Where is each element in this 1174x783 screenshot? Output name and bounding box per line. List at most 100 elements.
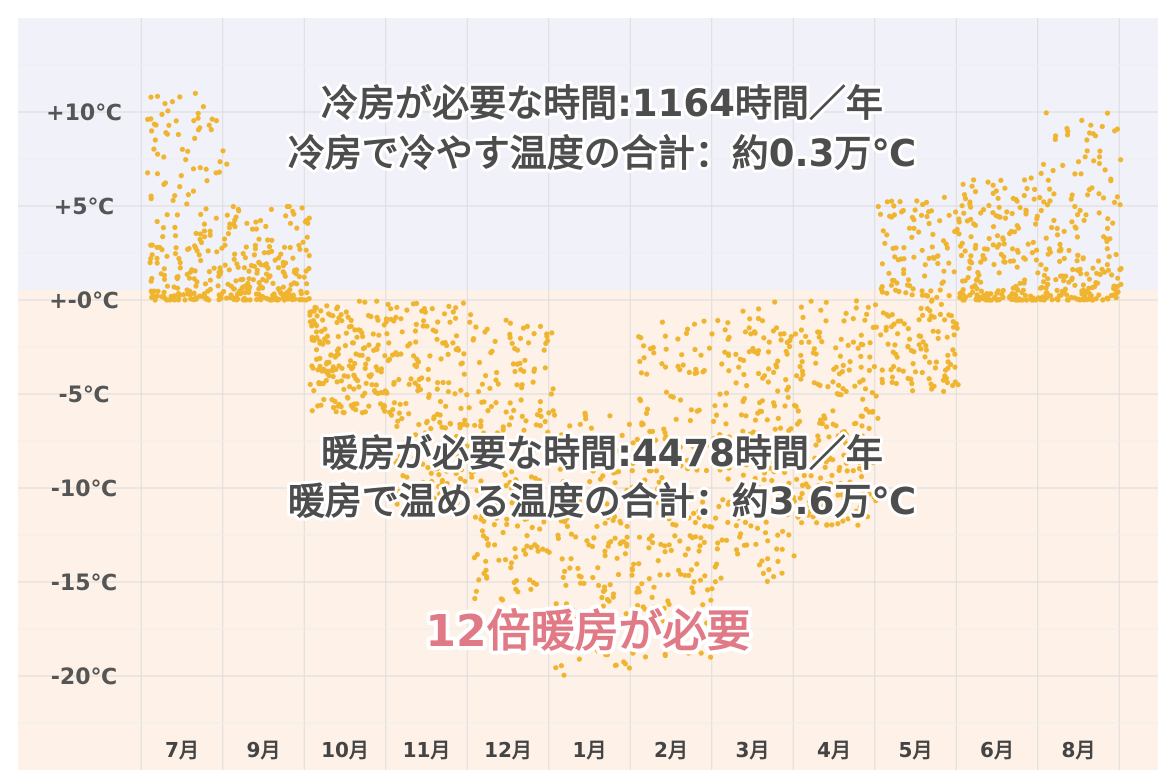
data-point: [878, 332, 884, 338]
data-point: [935, 260, 941, 267]
data-point: [950, 347, 956, 353]
data-point: [1014, 264, 1020, 270]
data-point: [197, 236, 203, 242]
data-point: [602, 548, 608, 554]
data-point: [700, 602, 706, 608]
data-point: [918, 333, 924, 339]
data-point: [833, 423, 839, 429]
data-point: [263, 278, 269, 284]
data-point: [161, 272, 167, 278]
data-point: [836, 382, 842, 388]
data-point: [826, 434, 832, 440]
data-point: [431, 414, 437, 420]
y-axis-ticks: +10℃+5℃+-0℃-5℃-10℃-15℃-20℃: [46, 101, 122, 690]
data-point: [154, 255, 160, 261]
data-point: [698, 352, 704, 358]
data-point: [493, 400, 499, 406]
data-point: [898, 256, 904, 262]
data-point: [564, 494, 570, 501]
data-point: [771, 460, 777, 466]
data-point: [719, 361, 725, 367]
data-point: [615, 469, 622, 475]
data-point: [775, 388, 781, 394]
data-point: [177, 260, 183, 266]
data-point: [709, 331, 715, 337]
data-point: [892, 342, 898, 348]
data-point: [725, 476, 731, 482]
data-point: [726, 352, 732, 358]
data-point: [785, 485, 792, 491]
data-point: [507, 320, 513, 326]
data-point: [453, 315, 459, 321]
data-point: [472, 422, 478, 428]
data-point: [174, 274, 180, 280]
data-point: [631, 512, 637, 518]
data-point: [593, 618, 599, 624]
data-point: [666, 516, 672, 522]
data-point: [713, 515, 719, 521]
data-point: [1084, 148, 1090, 154]
data-point: [649, 500, 655, 506]
data-point: [638, 335, 644, 341]
data-point: [413, 363, 420, 370]
data-point: [619, 539, 625, 545]
data-point: [548, 391, 555, 397]
data-point: [1075, 212, 1081, 218]
data-point: [744, 542, 750, 548]
data-point: [1037, 194, 1043, 201]
data-point: [336, 401, 342, 407]
data-point: [1045, 276, 1051, 282]
data-point: [1051, 191, 1057, 197]
data-point: [224, 212, 230, 218]
data-point: [482, 433, 488, 439]
data-point: [453, 346, 459, 353]
data-point: [835, 492, 841, 498]
data-point: [673, 416, 679, 422]
data-point: [765, 556, 771, 562]
data-point: [891, 212, 898, 218]
data-point: [614, 555, 620, 561]
data-point: [456, 484, 462, 490]
data-point: [215, 283, 221, 289]
data-point: [688, 407, 695, 413]
data-point: [878, 286, 884, 292]
data-point: [154, 171, 161, 177]
data-point: [500, 529, 506, 536]
data-point: [860, 377, 866, 383]
data-point: [1043, 285, 1049, 291]
data-point: [1072, 282, 1078, 288]
data-point: [231, 286, 237, 292]
data-point: [149, 252, 155, 258]
data-point: [978, 259, 984, 265]
data-point: [366, 403, 372, 409]
data-point: [1066, 247, 1072, 253]
data-point: [799, 359, 805, 365]
data-point: [629, 567, 636, 573]
data-point: [421, 318, 427, 324]
data-point: [404, 307, 410, 313]
data-point: [582, 634, 589, 640]
data-point: [853, 298, 860, 304]
data-point: [1053, 277, 1059, 283]
data-point: [303, 247, 309, 253]
data-point: [843, 440, 849, 446]
data-point: [889, 374, 896, 380]
data-point: [568, 531, 575, 537]
data-point: [954, 325, 960, 331]
data-point: [538, 510, 544, 517]
data-point: [1015, 297, 1021, 303]
data-point: [951, 269, 957, 275]
data-point: [354, 334, 360, 340]
data-point: [485, 408, 491, 414]
data-point: [1054, 225, 1060, 231]
data-point: [1025, 241, 1031, 247]
data-point: [772, 299, 778, 305]
data-point: [161, 276, 168, 282]
data-point: [362, 365, 368, 371]
data-point: [276, 255, 282, 261]
data-point: [201, 291, 207, 297]
data-point: [314, 313, 320, 319]
data-point: [334, 306, 340, 312]
data-point: [182, 297, 188, 303]
data-point: [154, 93, 161, 99]
